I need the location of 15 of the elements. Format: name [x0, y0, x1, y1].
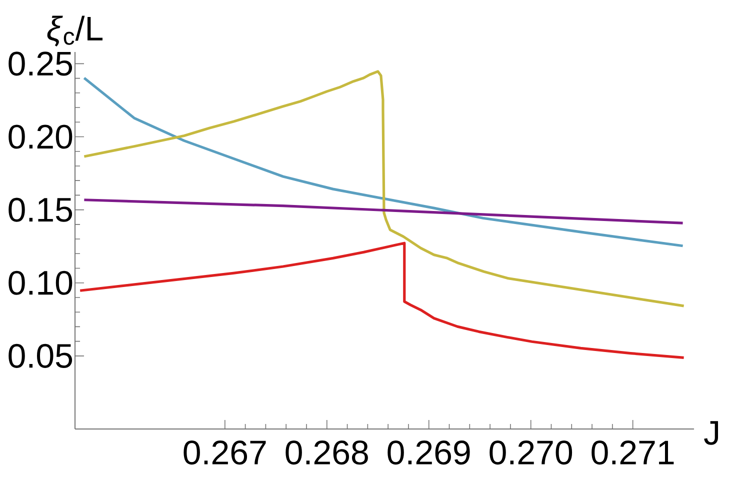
x-tick-label: 0.271 [592, 440, 674, 465]
y-tick-label: 0.15 [8, 198, 72, 222]
x-axis-title: J [704, 421, 718, 445]
y-tick-label: 0.20 [8, 124, 72, 149]
y-tick-label: 0.10 [8, 270, 72, 295]
y-tick-label: 0.05 [8, 344, 72, 368]
line-series [82, 76, 684, 248]
x-tick-label: 0.270 [490, 440, 572, 465]
x-tick-label: 0.267 [184, 440, 266, 465]
y-tick-label: 0.25 [8, 52, 72, 76]
x-tick-label: 0.268 [286, 440, 368, 465]
line-series [82, 70, 686, 308]
line-series [78, 242, 686, 359]
y-axis-title: ξ$_{c}$/L [47, 16, 102, 46]
x-tick-label: 0.269 [388, 440, 470, 465]
